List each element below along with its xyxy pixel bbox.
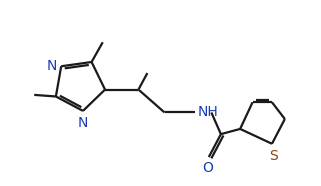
Text: N: N: [78, 116, 88, 130]
Text: S: S: [269, 149, 278, 163]
Text: O: O: [202, 161, 213, 175]
Text: NH: NH: [197, 105, 218, 119]
Text: N: N: [47, 59, 57, 73]
